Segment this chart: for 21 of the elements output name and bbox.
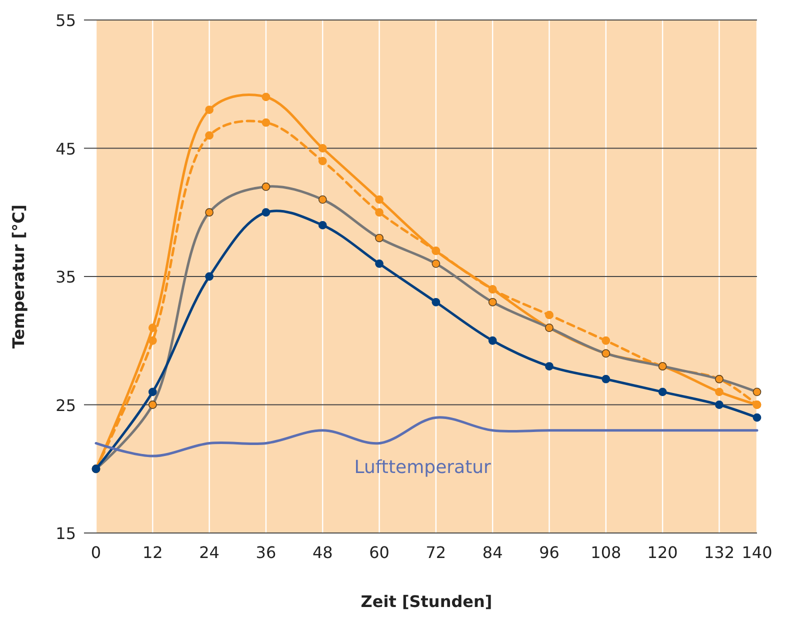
x-tick-label: 132 — [704, 543, 734, 562]
x-tick-label: 12 — [142, 543, 163, 562]
x-tick-label: 84 — [482, 543, 503, 562]
y-axis-title: Temperatur [°C] — [9, 204, 28, 349]
y-tick-label: 35 — [56, 268, 76, 286]
x-tick-label: 120 — [647, 543, 678, 562]
x-tick-label: 36 — [256, 543, 276, 562]
x-tick-label: 48 — [312, 543, 333, 562]
x-tick-label: 24 — [199, 543, 220, 562]
y-tick-label: 25 — [56, 396, 76, 415]
y-tick-label: 55 — [56, 11, 76, 30]
y-tick-label: 45 — [56, 139, 76, 158]
x-tick-label: 108 — [590, 543, 622, 562]
x-tick-label: 0 — [90, 543, 102, 562]
x-tick-label: 96 — [539, 543, 560, 562]
series-label: Lufttemperatur — [354, 457, 492, 478]
x-tick-label: 140 — [742, 543, 772, 562]
x-tick-label: 72 — [426, 543, 446, 562]
x-axis-title: Zeit [Stunden] — [360, 592, 492, 611]
y-tick-label: 15 — [56, 524, 76, 543]
x-tick-label: 60 — [369, 543, 390, 562]
